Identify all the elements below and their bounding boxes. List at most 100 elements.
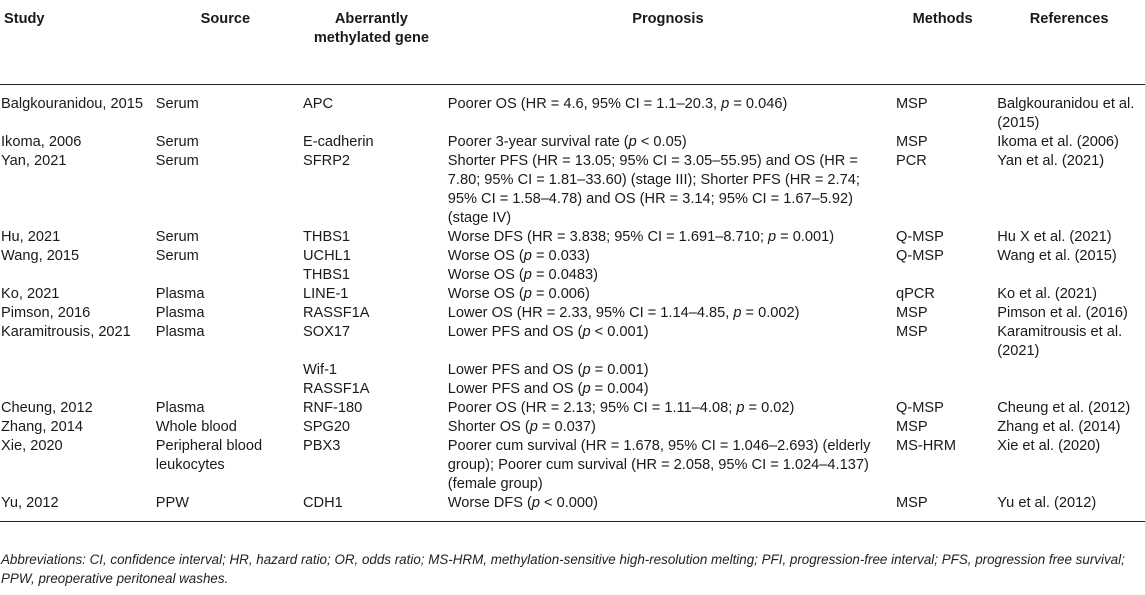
cell-study: Karamitrousis, 2021 [1,323,131,340]
cell-references [993,361,1145,380]
cell-source [152,266,299,285]
cell-prognosis: Lower OS (HR = 2.33, 95% CI = 1.14–4.85,… [447,304,800,321]
cell-study: Yu, 2012 [0,493,152,522]
cell-gene: THBS1 [303,228,351,245]
table-row: Hu, 2021 Serum THBS1 Worse DFS (HR = 3.838;… [0,228,1145,247]
cell-gene: RASSF1A [303,380,370,397]
cell-references: Hu X et al. (2021) [997,228,1112,245]
cell-source [152,361,299,380]
cell-study: Balgkouranidou, 2015 [1,95,143,112]
header-methods: Methods [892,4,994,85]
cell-study: Ikoma, 2006 [1,133,82,150]
cell-prognosis: Poorer OS (HR = 2.13; 95% CI = 1.11–4.08… [447,399,795,416]
cell-references: Wang et al. (2015) [997,247,1117,264]
cell-study: Zhang, 2014 [1,418,83,435]
table-row: Wif-1 Lower PFS and OS (p = 0.001) [0,361,1145,380]
cell-methods [892,380,993,399]
cell-methods: MSP [896,418,928,435]
cell-methods: MSP [896,323,928,340]
cell-source: Serum [155,247,199,264]
cell-methods: MSP [896,133,928,150]
cell-gene: SPG20 [303,418,351,435]
table-row: Ikoma, 2006 Serum E-cadherin Poorer 3-year … [0,133,1145,152]
cell-source: PPW [151,493,299,522]
cell-source: Serum [155,152,199,169]
cell-gene: Wif-1 [303,361,338,378]
cell-references: Balgkouranidou et al. (2015) [997,95,1135,131]
table-body: Balgkouranidou, 2015 Serum APC Poorer OS (H… [0,84,1145,522]
cell-source: Serum [155,228,199,245]
cell-prognosis: Lower PFS and OS (p < 0.001) [447,323,649,340]
cell-prognosis: Worse DFS (p < 0.000) [443,493,893,522]
cell-source: Whole blood [155,418,237,435]
table-row: Yan, 2021 Serum SFRP2 Shorter PFS (HR = 13.… [0,152,1145,228]
cell-references: Ko et al. (2021) [997,285,1098,302]
cell-gene: RNF-180 [303,399,363,416]
header-references: References [993,4,1145,85]
cell-prognosis: Shorter OS (p = 0.037) [447,418,596,435]
cell-study [0,266,152,285]
table-row: THBS1 Worse OS (p = 0.0483) [0,266,1145,285]
cell-methods: qPCR [896,285,935,302]
table-row: Zhang, 2014 Whole blood SPG20 Shorter OS (p… [0,418,1145,437]
cell-methods [892,361,993,380]
cell-study: Xie, 2020 [1,437,63,454]
cell-methods: PCR [896,152,927,169]
cell-methods [892,266,993,285]
table-row: Xie, 2020 Peripheral blood leukocytes PBX3… [0,437,1145,494]
cell-prognosis: Worse OS (p = 0.0483) [447,266,599,283]
cell-study: Hu, 2021 [1,228,61,245]
cell-prognosis: Worse OS (p = 0.006) [447,285,590,302]
cell-study: Wang, 2015 [1,247,80,264]
cell-study [0,361,152,380]
table-row: Yu, 2012 PPW CDH1 Worse DFS (p < 0.000) MSP Y… [0,493,1145,522]
header-prognosis: Prognosis [443,4,893,85]
cell-methods: MSP [896,304,928,321]
cell-gene: SOX17 [303,323,351,340]
cell-references [993,266,1145,285]
cell-methods: MSP [896,95,928,112]
cell-source: Peripheral blood leukocytes [155,437,263,473]
cell-source: Serum [155,133,199,150]
cell-source: Plasma [155,399,205,416]
cell-prognosis: Worse OS (p = 0.033) [447,247,590,264]
table-row: Pimson, 2016 Plasma RASSF1A Lower OS (HR = … [0,304,1145,323]
cell-prognosis: Poorer OS (HR = 4.6, 95% CI = 1.1–20.3, … [447,95,788,112]
cell-gene: UCHL1 [303,247,351,264]
cell-prognosis: Worse DFS (HR = 3.838; 95% CI = 1.691–8.… [447,228,835,245]
cell-methods: MSP [892,493,994,522]
cell-source [152,380,299,399]
cell-references: Zhang et al. (2014) [997,418,1121,435]
cell-methods: Q-MSP [896,247,944,264]
cell-gene: RASSF1A [303,304,370,321]
cell-study: Cheung, 2012 [1,399,93,416]
cell-references: Pimson et al. (2016) [997,304,1128,321]
cell-gene: THBS1 [303,266,351,283]
table-row: Balgkouranidou, 2015 Serum APC Poorer OS (H… [0,84,1145,133]
cell-prognosis: Lower PFS and OS (p = 0.004) [447,380,649,397]
cell-prognosis: Poorer 3-year survival rate (p < 0.05) [447,133,687,150]
header-row: Study Source Aberrantly methylated gene … [0,4,1145,85]
cell-study: Ko, 2021 [1,285,60,302]
cell-gene: CDH1 [299,493,444,522]
cell-references: Xie et al. (2020) [997,437,1101,454]
table-row: Cheung, 2012 Plasma RNF-180 Poorer OS (HR =… [0,399,1145,418]
cell-prognosis: Poorer cum survival (HR = 1.678, 95% CI … [447,437,871,492]
cell-methods: MS-HRM [896,437,957,454]
cell-gene: E-cadherin [303,133,374,150]
cell-study: Pimson, 2016 [1,304,91,321]
table-row: RASSF1A Lower PFS and OS (p = 0.004) [0,380,1145,399]
cell-references [993,380,1145,399]
methylation-prognosis-table: Study Source Aberrantly methylated gene … [0,4,1145,522]
header-gene: Aberrantly methylated gene [299,4,444,85]
cell-references: Yu et al. (2012) [993,493,1145,522]
header-source: Source [151,4,299,85]
cell-references: Yan et al. (2021) [997,152,1105,169]
cell-prognosis: Shorter PFS (HR = 13.05; 95% CI = 3.05–5… [447,152,860,226]
cell-source: Plasma [155,304,205,321]
cell-study: Yan, 2021 [1,152,67,169]
cell-references: Ikoma et al. (2006) [997,133,1119,150]
cell-source: Plasma [155,323,205,340]
header-study: Study [0,4,152,85]
